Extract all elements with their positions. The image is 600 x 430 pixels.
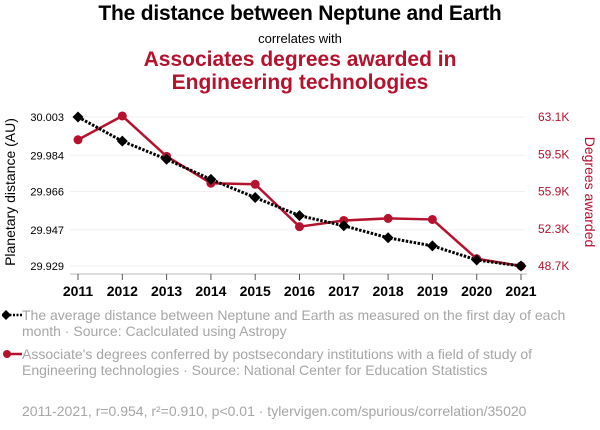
data-point-distance [515,260,527,272]
x-tick-label: 2012 [107,283,138,299]
data-point-degrees [427,214,437,224]
data-point-distance [72,111,84,123]
legend-circle-icon [3,350,22,358]
data-point-distance [471,254,483,266]
data-point-degrees [250,179,260,189]
data-point-degrees [295,222,304,232]
data-point-distance [338,220,350,232]
y-left-tick-label: 29.929 [30,261,64,273]
data-point-distance [294,210,305,222]
x-tick-label: 2011 [63,283,94,299]
x-tick-label: 2018 [373,283,404,299]
data-point-degrees [117,111,127,121]
chart-title: The distance between Neptune and Earth [98,2,502,25]
x-tick-label: 2013 [151,283,182,299]
footer-stats: 2011-2021, r=0.954, r²=0.910, p<0.01 · t… [22,403,527,419]
legend-diamond-icon [2,310,22,320]
x-tick-label: 2017 [328,283,359,299]
y-left-tick-label: 29.966 [30,187,64,199]
legend-text-degrees: Associate's degrees conferred by postsec… [22,346,533,378]
x-tick-label: 2021 [505,283,536,299]
chart-title-secondary: Associates degrees awarded in Engineerin… [143,48,457,94]
legend-text-distance: The average distance between Neptune and… [22,307,566,339]
data-point-distance [382,232,394,244]
x-tick-label: 2015 [240,283,271,299]
y-right-tick-label: 55.9K [538,185,569,199]
x-tick-label: 2020 [461,283,492,299]
x-tick-label: 2016 [284,283,315,299]
data-point-degrees [383,213,393,223]
x-tick-label: 2014 [195,283,226,299]
data-point-distance [249,192,261,204]
data-point-degrees [73,135,83,145]
data-point-distance [161,153,173,165]
data-point-distance [205,173,217,185]
y-right-tick-label: 52.3K [538,222,569,236]
y-left-tick-label: 29.984 [30,150,64,162]
chart-subtitle: correlates with [258,31,342,46]
series-line-distance [77,115,522,268]
y-right-tick-label: 63.1K [538,110,569,124]
x-tick-label: 2019 [417,283,448,299]
y-right-tick-label: 48.7K [538,259,569,273]
legend-item-distance: The average distance between Neptune and… [2,307,592,339]
data-point-distance [116,135,128,147]
y-right-axis-label: Degrees awarded [582,137,598,248]
y-left-tick-label: 30.003 [30,112,64,124]
y-left-tick-label: 29.947 [30,225,64,237]
legend-item-degrees: Associate's degrees conferred by postsec… [3,346,592,378]
series-line-degrees [77,114,522,268]
y-right-tick-label: 59.5K [538,147,569,161]
data-point-distance [426,240,438,252]
y-left-axis-label: Planetary distance (AU) [2,118,18,266]
